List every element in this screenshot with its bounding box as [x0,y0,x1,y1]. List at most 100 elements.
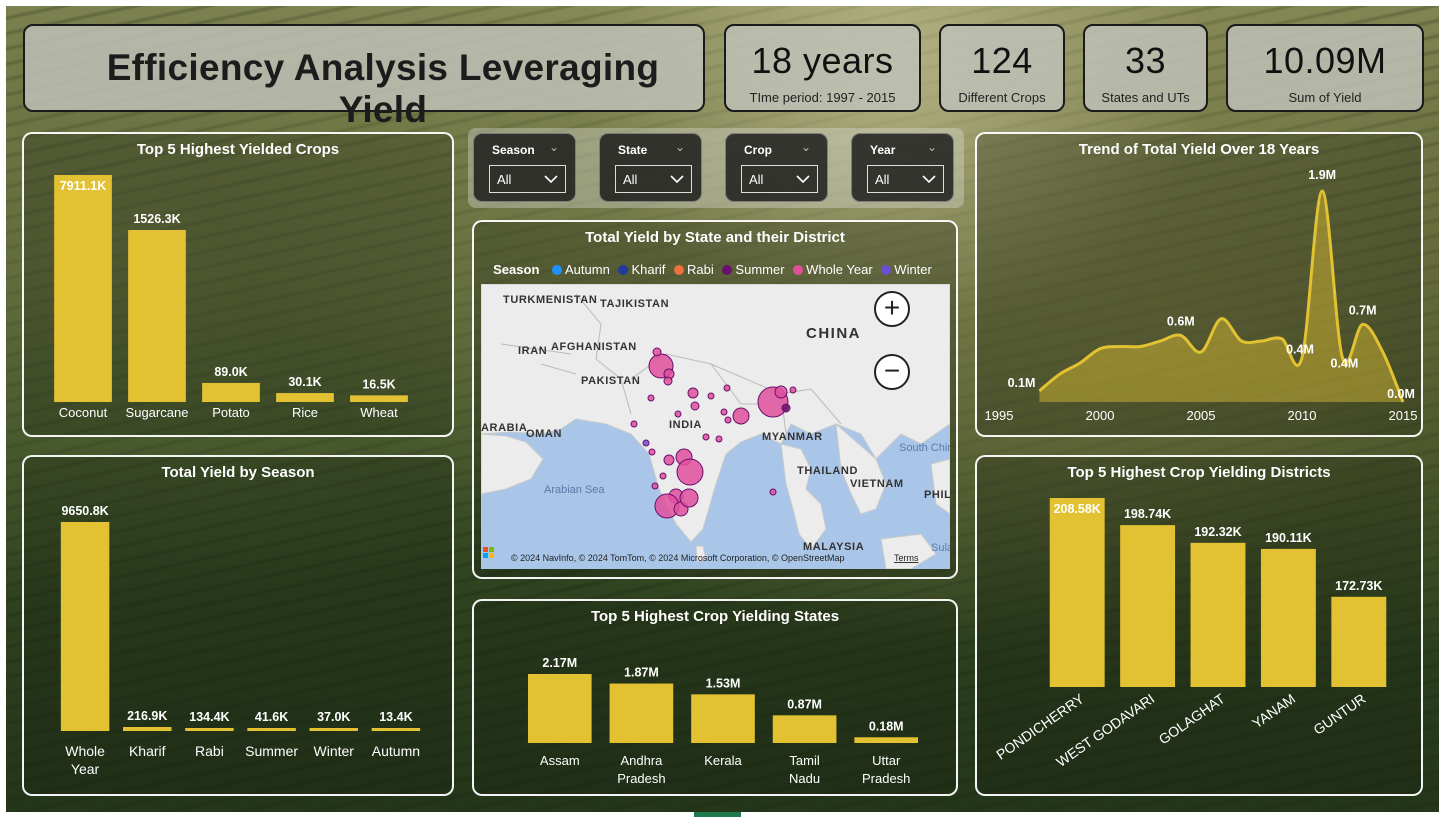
bar[interactable] [309,728,358,731]
place-label: PHIL [924,489,950,501]
category-label: Assam [540,753,580,768]
bar[interactable] [371,728,421,731]
chevron-down-icon[interactable]: ⌄ [548,140,559,154]
crop-dropdown[interactable]: All [741,165,818,193]
category-label: GOLAGHAT [1156,690,1228,747]
bar[interactable] [202,382,260,402]
place-label: TAJIKISTAN [600,298,669,310]
water-label: South China Sea [899,442,950,454]
map-bubble [723,384,731,392]
plus-icon: + [883,292,901,323]
data-label: 0.87M [787,697,822,711]
bubble-map[interactable]: TURKMENISTAN TAJIKISTAN AFGHANISTAN IRAN… [481,284,950,569]
season-chart-panel: Total Yield by Season 9650.8K Whole Year 21… [22,455,454,796]
bar[interactable] [1331,596,1387,687]
state-slicer[interactable]: State ⌄ All [599,133,702,202]
map-bubble [679,488,699,508]
category-label: Autumn [372,743,420,759]
bar[interactable] [350,395,408,402]
category-label: Uttar [872,753,901,768]
bar[interactable] [772,715,837,743]
chevron-down-icon[interactable]: ⌄ [800,140,811,154]
bar[interactable] [854,737,919,743]
place-label: MALAYSIA [803,541,864,553]
map-bubble [652,347,662,357]
map-bubbles[interactable] [630,347,797,519]
dropdown-value: All [749,172,764,187]
x-tick-label: 2000 [1086,408,1115,423]
bar[interactable] [60,522,110,731]
data-label: 134.4K [189,710,229,724]
year-slicer[interactable]: Year ⌄ All [851,133,954,202]
chart-title: Top 5 Highest Crop Yielding States [590,608,840,625]
year-dropdown[interactable]: All [867,165,944,193]
data-label: 0.4M [1331,357,1359,371]
map-attribution: © 2024 NavInfo, © 2024 TomTom, © 2024 Mi… [511,553,845,563]
bar[interactable] [1049,498,1105,687]
place-label: OMAN [526,428,562,440]
legend-item-kharif[interactable]: Kharif [618,262,665,277]
crop-slicer[interactable]: Crop ⌄ All [725,133,828,202]
chart-title: Total Yield by Season [161,464,315,481]
chevron-down-icon[interactable]: ⌄ [926,140,937,154]
bar[interactable] [54,175,112,402]
bar[interactable] [276,393,334,402]
kpi-value: 33 [1124,40,1167,81]
terms-link[interactable]: Terms [894,553,919,563]
bar[interactable] [185,728,234,731]
bar[interactable] [247,728,296,731]
states-chart-panel: Top 5 Highest Crop Yielding States 2.17M… [472,599,958,796]
bar[interactable] [1190,542,1246,687]
kpi-value: 124 [971,40,1033,81]
legend-item-whole-year[interactable]: Whole Year [793,262,873,277]
trend-area-chart: 1995 2000 2005 2010 2015 0.1M 0.6M 0.4M 1.9M 0.4M… [985,168,1418,423]
category-label: Sugarcane [126,405,189,420]
category-label: Nadu [789,771,820,786]
x-tick-label: 2005 [1187,408,1216,423]
data-label: 9650.8K [61,504,108,518]
landmass-arabia [481,433,544,495]
crops-chart-panel: Top 5 Highest Yielded Crops 7911.1K Cocon… [22,132,454,437]
legend-item-summer[interactable]: Summer [722,262,785,277]
data-label: 190.11K [1265,531,1312,545]
place-label: CHINA [806,325,861,342]
map-bubble [720,408,728,416]
bar[interactable] [691,694,755,743]
chart-title: Top 5 Highest Yielded Crops [136,141,340,158]
kpi-card-sum-yield: 10.09M Sum of Yield [1226,24,1424,112]
bar[interactable] [609,683,674,743]
chart-title: Top 5 Highest Crop Yielding Districts [1067,464,1331,481]
season-dropdown[interactable]: All [489,165,566,193]
zoom-in-button[interactable]: + [874,291,910,327]
districts-chart-panel: Top 5 Highest Crop Yielding Districts 20… [975,455,1423,796]
kpi-card-crops: 124 Different Crops [939,24,1065,112]
season-slicer[interactable]: Season ⌄ All [473,133,576,202]
bar[interactable] [123,727,172,731]
map-bubble [663,454,675,466]
zoom-out-button[interactable]: − [874,354,910,390]
data-label: 198.74K [1124,507,1171,521]
page-tab-indicator[interactable] [694,812,741,817]
bar[interactable] [1120,525,1176,687]
map-base[interactable]: TURKMENISTAN TAJIKISTAN AFGHANISTAN IRAN… [481,284,950,569]
data-label: 216.9K [127,709,167,723]
trend-line[interactable] [1038,189,1405,403]
data-label: 2.17M [542,656,577,670]
category-label: Pradesh [862,771,910,786]
kpi-card-states: 33 States and UTs [1083,24,1208,112]
slicer-label: Crop [744,143,772,157]
legend-item-rabi[interactable]: Rabi [674,262,714,277]
map-bubble [690,401,700,411]
legend-item-autumn[interactable]: Autumn [552,262,610,277]
landmass-sri-lanka [695,545,707,563]
chevron-down-icon[interactable]: ⌄ [674,140,685,154]
data-label: 0.7M [1349,303,1377,317]
category-label: Kharif [129,743,166,759]
bar[interactable] [128,230,186,402]
bar[interactable] [1260,548,1316,687]
category-label: Rice [292,405,318,420]
bar[interactable] [527,674,592,743]
legend-item-winter[interactable]: Winter [881,262,932,277]
place-label: MYANMAR [762,431,823,443]
state-dropdown[interactable]: All [615,165,692,193]
